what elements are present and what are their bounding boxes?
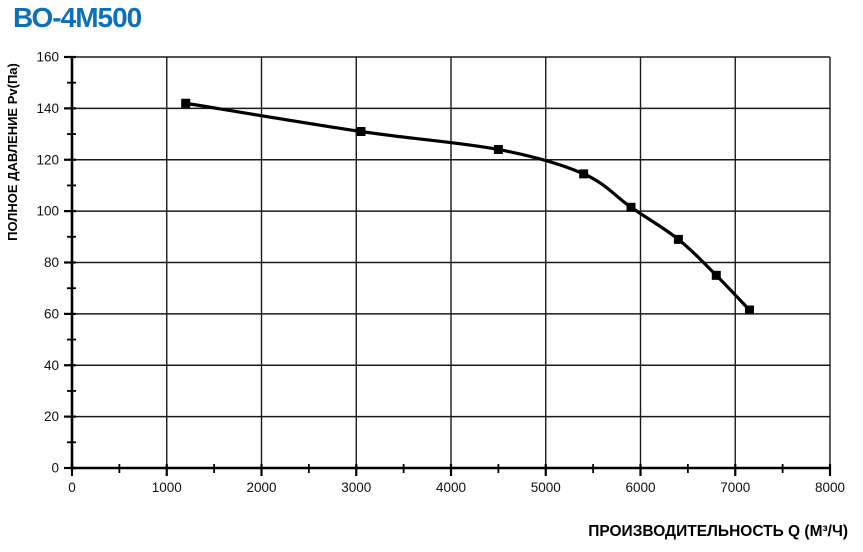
x-tick-label: 4000 xyxy=(436,480,466,495)
data-point-marker xyxy=(744,305,754,315)
series-markers xyxy=(181,98,754,315)
x-tick-label: 1000 xyxy=(152,480,182,495)
x-tick-label: 5000 xyxy=(531,480,561,495)
series-line xyxy=(184,101,752,312)
grid-lines xyxy=(72,56,831,468)
data-point-marker xyxy=(356,126,366,136)
tick-labels: 0 20 40 60 80 100 120 140 160 0 1000 2000 3000 4000 50… xyxy=(36,50,845,496)
data-point-marker xyxy=(673,234,683,244)
x-tick-label: 2000 xyxy=(246,480,276,495)
x-axis-title: ПРОИЗВОДИТЕЛЬНОСТЬ Q (М³/Ч) xyxy=(588,523,848,540)
page-title: ВО-4М500 xyxy=(13,2,142,33)
y-tick-label: 160 xyxy=(36,50,59,65)
y-tick-label: 20 xyxy=(44,409,59,424)
x-tick-label: 0 xyxy=(68,480,76,495)
data-point-marker xyxy=(711,270,721,280)
y-tick-label: 80 xyxy=(44,255,59,270)
data-point-marker xyxy=(181,98,191,108)
y-tick-label: 100 xyxy=(36,204,59,219)
x-tick-label: 6000 xyxy=(625,480,655,495)
y-tick-label: 0 xyxy=(51,461,59,476)
y-tick-label: 120 xyxy=(36,152,59,167)
axis-ticks xyxy=(64,55,832,476)
x-tick-label: 3000 xyxy=(341,480,371,495)
data-point-marker xyxy=(493,144,503,154)
y-tick-label: 140 xyxy=(36,101,59,116)
y-tick-label: 40 xyxy=(44,358,59,373)
y-tick-label: 60 xyxy=(44,306,59,321)
axes xyxy=(70,57,831,470)
x-tick-label: 8000 xyxy=(815,480,845,495)
data-point-marker xyxy=(579,169,589,179)
data-point-marker xyxy=(626,202,636,212)
y-axis-title: ПОЛНОЕ ДАВЛЕНИЕ Pv(Па) xyxy=(5,63,20,241)
x-tick-label: 7000 xyxy=(720,480,750,495)
